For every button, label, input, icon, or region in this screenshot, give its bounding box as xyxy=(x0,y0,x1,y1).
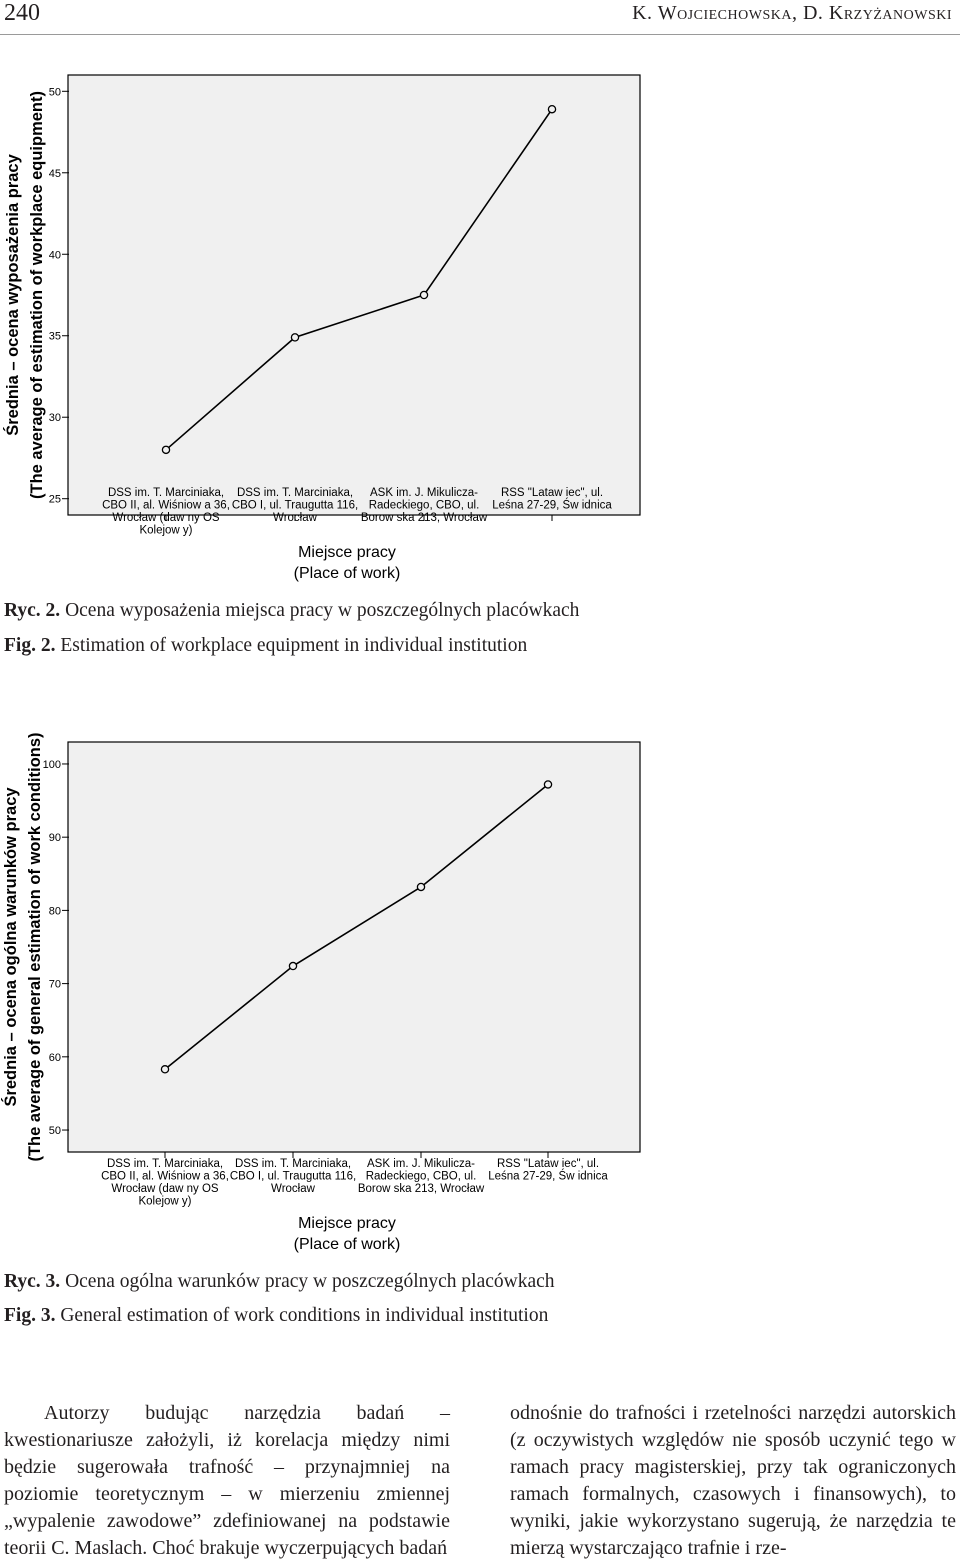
x-category-label-line: RSS "Lataw iec", ul. xyxy=(497,1158,599,1170)
y-tick-label: 80 xyxy=(49,905,61,917)
caption-fig3-en: Fig. 3. General estimation of work condi… xyxy=(4,1305,548,1327)
caption-fig2-pl: Ryc. 2. Ocena wyposażenia miejsca pracy … xyxy=(4,600,579,622)
x-category-label-line: CBO I, ul. Traugutta 116, xyxy=(230,1171,356,1183)
x-category-label-line: Wrocław xyxy=(273,512,318,524)
x-category-label-line: CBO I, ul. Traugutta 116, xyxy=(232,500,358,512)
running-head-authors: K. Wojciechowska, D. Krzyżanowski xyxy=(632,2,952,24)
header-rule xyxy=(0,34,960,35)
x-category-label-line: DSS im. T. Marciniaka, xyxy=(235,1158,351,1170)
x-category-label-line: Kolejow y) xyxy=(139,525,192,537)
x-axis-title: (Place of work) xyxy=(294,565,401,582)
caption-label: Fig. 2. xyxy=(4,635,56,656)
caption-text: General estimation of work conditions in… xyxy=(55,1305,549,1326)
plot-area xyxy=(67,741,641,1153)
y-axis-title: (The average of estimation of workplace … xyxy=(28,91,46,499)
x-category-label-line: Borow ska 213, Wrocław xyxy=(358,1183,485,1195)
y-tick-label: 25 xyxy=(49,494,61,506)
x-category-label-line: CBO II, al. Wiśniow a 36, xyxy=(102,500,230,512)
x-category-label-line: DSS im. T. Marciniaka, xyxy=(237,487,353,499)
x-category-label: ASK im. J. Mikulicza-Radeckiego, CBO, ul… xyxy=(361,487,488,524)
data-point xyxy=(288,961,298,971)
x-axis-title: (Place of work) xyxy=(294,1236,401,1253)
y-axis-title: Średnia – ocena ogólna warunków pracy xyxy=(1,787,20,1107)
x-category-label-line: Radeckiego, CBO, ul. xyxy=(369,500,480,512)
x-category-label-line: RSS "Lataw iec", ul. xyxy=(501,487,603,499)
caption-label: Ryc. 2. xyxy=(4,600,61,621)
caption-text: Estimation of workplace equipment in ind… xyxy=(55,635,528,656)
x-category-label: RSS "Lataw iec", ul. Leśna 27-29, Św idni… xyxy=(488,1158,608,1183)
x-category-label-line: Radeckiego, CBO, ul. xyxy=(366,1171,477,1183)
caption-fig2-en: Fig. 2. Estimation of workplace equipmen… xyxy=(4,635,527,657)
x-category-label-line: ASK im. J. Mikulicza- xyxy=(367,1158,475,1170)
x-category-label-line: Leśna 27-29, Św idnica xyxy=(488,1170,608,1183)
figure-3: 50 60 70 80 90 100 DSS im. T. Marciniaka, CBO I… xyxy=(0,730,960,1270)
x-axis-title: Miejsce pracy xyxy=(298,544,396,561)
y-tick-label: 90 xyxy=(49,832,61,844)
data-point xyxy=(416,882,426,892)
body-text-right-column: odnośnie do trafności i rzetelności narz… xyxy=(510,1402,956,1559)
x-category-label: DSS im. T. Marciniaka, CBO II, al. Wiśnio… xyxy=(102,487,230,537)
x-category-label-line: Wrocław (daw ny OS xyxy=(111,1183,218,1195)
x-category-label-line: Borow ska 213, Wrocław xyxy=(361,512,488,524)
caption-text: Ocena ogólna warunków pracy w poszczegól… xyxy=(60,1271,555,1292)
data-point xyxy=(419,290,429,300)
y-tick-label: 35 xyxy=(49,331,61,343)
data-point xyxy=(290,333,300,342)
data-point xyxy=(160,1065,170,1074)
x-category-label-line: CBO II, al. Wiśniow a 36, xyxy=(101,1171,229,1183)
x-category-label-line: Wrocław xyxy=(271,1183,316,1195)
page-number: 240 xyxy=(4,0,40,26)
y-tick-label: 50 xyxy=(49,86,61,98)
x-axis-title: Miejsce pracy xyxy=(298,1215,396,1232)
y-axis-title: (The average of general estimation of wo… xyxy=(26,732,44,1161)
x-category-label-line: Wrocław (daw ny OS xyxy=(112,512,219,524)
data-point xyxy=(161,445,171,455)
x-category-label-line: DSS im. T. Marciniaka, xyxy=(108,487,224,499)
figure-2: 25 30 35 40 45 50 DSS im. T. Marciniaka, CBO II… xyxy=(0,40,960,600)
x-category-label-line: Kolejow y) xyxy=(138,1196,191,1208)
x-category-label-line: DSS im. T. Marciniaka, xyxy=(107,1158,223,1170)
series-line xyxy=(165,108,553,451)
plot-area xyxy=(67,74,641,516)
y-tick-label: 50 xyxy=(49,1125,61,1137)
y-axis-title: Średnia – ocena wyposażenia pracy xyxy=(3,153,22,435)
x-category-label: ASK im. J. Mikulicza-Radeckiego, CBO, ul… xyxy=(358,1158,485,1195)
y-tick-label: 60 xyxy=(49,1052,61,1064)
x-category-label: DSS im. T. Marciniaka, CBO II, al. Wiśnio… xyxy=(101,1158,229,1208)
caption-label: Ryc. 3. xyxy=(4,1271,61,1292)
y-tick-label: 30 xyxy=(49,412,61,424)
body-text-left-column: Autorzy budując narzędzia badań – kwesti… xyxy=(4,1402,450,1559)
running-header: 240 K. Wojciechowska, D. Krzyżanowski xyxy=(0,0,960,36)
series-line xyxy=(164,783,549,1070)
caption-label: Fig. 3. xyxy=(4,1305,56,1326)
y-tick-label: 70 xyxy=(49,979,61,991)
data-point xyxy=(547,104,557,114)
x-category-label: RSS "Lataw iec", ul. Leśna 27-29, Św idni… xyxy=(492,487,612,512)
caption-text: Ocena wyposażenia miejsca pracy w poszcz… xyxy=(60,600,580,621)
x-category-label-line: ASK im. J. Mikulicza- xyxy=(370,487,478,499)
y-tick-label: 100 xyxy=(43,759,61,771)
x-category-label: DSS im. T. Marciniaka, CBO I, ul. Traugut… xyxy=(230,1158,356,1195)
y-tick-label: 45 xyxy=(49,168,61,180)
x-category-label-line: Leśna 27-29, Św idnica xyxy=(492,499,612,512)
x-category-label: DSS im. T. Marciniaka, CBO I, ul. Traugut… xyxy=(232,487,358,524)
y-tick-label: 40 xyxy=(49,249,61,261)
data-point xyxy=(543,780,553,789)
caption-fig3-pl: Ryc. 3. Ocena ogólna warunków pracy w po… xyxy=(4,1271,555,1293)
